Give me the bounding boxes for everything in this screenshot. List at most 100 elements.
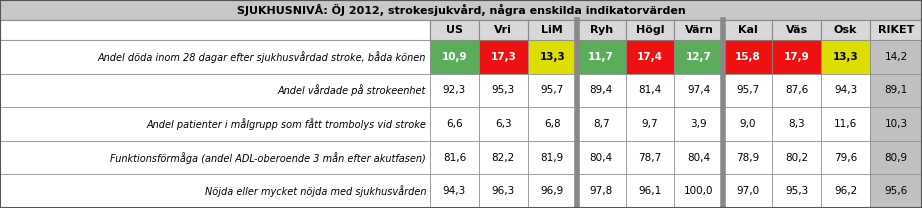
Bar (430, 40, 479, 74)
Bar (773, 141, 822, 174)
Bar (675, 74, 724, 107)
Bar (773, 74, 822, 107)
Bar (0, 20, 430, 40)
Bar (0, 40, 430, 74)
Bar (576, 40, 625, 74)
Text: Andel döda inom 28 dagar efter sjukhusvårdad stroke, båda könen: Andel döda inom 28 dagar efter sjukhusvå… (98, 51, 426, 63)
Bar (479, 107, 527, 141)
Text: 80,9: 80,9 (884, 153, 907, 163)
Bar (0, 74, 430, 107)
Text: 96,9: 96,9 (540, 186, 564, 196)
Text: 11,7: 11,7 (588, 52, 614, 62)
Text: 14,2: 14,2 (884, 52, 907, 62)
Text: 10,9: 10,9 (442, 52, 467, 62)
Bar (675, 20, 724, 40)
Text: 78,7: 78,7 (638, 153, 662, 163)
Text: 9,7: 9,7 (642, 119, 658, 129)
Bar (675, 40, 724, 74)
Bar (822, 174, 870, 208)
Text: 95,6: 95,6 (884, 186, 907, 196)
Text: 96,1: 96,1 (638, 186, 662, 196)
Bar (773, 40, 822, 74)
Bar (479, 141, 527, 174)
Bar (430, 174, 479, 208)
Text: Andel vårdade på strokeenhet: Andel vårdade på strokeenhet (278, 84, 426, 96)
Text: 17,3: 17,3 (491, 52, 516, 62)
Bar (479, 174, 527, 208)
Bar (773, 107, 822, 141)
Bar (822, 107, 870, 141)
Text: Väs: Väs (786, 25, 808, 35)
Bar (773, 174, 822, 208)
Bar (0, 174, 430, 208)
Text: 95,7: 95,7 (540, 85, 564, 95)
Bar (675, 141, 724, 174)
Bar (527, 20, 576, 40)
Text: 9,0: 9,0 (739, 119, 756, 129)
Text: US: US (446, 25, 463, 35)
Text: 89,4: 89,4 (589, 85, 613, 95)
Bar (724, 74, 773, 107)
Text: 94,3: 94,3 (833, 85, 857, 95)
Bar (870, 20, 922, 40)
Bar (822, 74, 870, 107)
Bar (822, 40, 870, 74)
Text: 8,7: 8,7 (593, 119, 609, 129)
Bar (527, 141, 576, 174)
Text: 94,3: 94,3 (443, 186, 466, 196)
Text: Högl: Högl (636, 25, 664, 35)
Text: 81,9: 81,9 (540, 153, 564, 163)
Text: 96,2: 96,2 (833, 186, 857, 196)
Text: 95,7: 95,7 (736, 85, 760, 95)
Text: 11,6: 11,6 (833, 119, 857, 129)
Text: 8,3: 8,3 (788, 119, 805, 129)
Bar (430, 20, 479, 40)
Bar (822, 20, 870, 40)
Bar (870, 141, 922, 174)
Text: Kal: Kal (738, 25, 758, 35)
Bar (479, 40, 527, 74)
Text: 13,3: 13,3 (833, 52, 858, 62)
Bar (576, 141, 625, 174)
Text: LiM: LiM (541, 25, 563, 35)
Bar (724, 107, 773, 141)
Bar (0, 107, 430, 141)
Text: 13,3: 13,3 (539, 52, 565, 62)
Bar (527, 40, 576, 74)
Bar (870, 107, 922, 141)
Bar (625, 141, 675, 174)
Text: 3,9: 3,9 (691, 119, 707, 129)
Bar (724, 141, 773, 174)
Text: Värn: Värn (684, 25, 714, 35)
Bar (430, 107, 479, 141)
Bar (625, 174, 675, 208)
Text: Andel patienter i målgrupp som fått trombolys vid stroke: Andel patienter i målgrupp som fått trom… (146, 118, 426, 130)
Bar (870, 74, 922, 107)
Text: 81,6: 81,6 (443, 153, 466, 163)
Bar (479, 74, 527, 107)
Text: 96,3: 96,3 (491, 186, 515, 196)
Text: 17,9: 17,9 (784, 52, 810, 62)
Bar (675, 174, 724, 208)
Text: 17,4: 17,4 (637, 52, 663, 62)
Text: 81,4: 81,4 (638, 85, 662, 95)
Text: 92,3: 92,3 (443, 85, 466, 95)
Text: Ryh: Ryh (589, 25, 613, 35)
Bar (430, 74, 479, 107)
Bar (724, 174, 773, 208)
Text: 6,8: 6,8 (544, 119, 561, 129)
Text: 80,4: 80,4 (687, 153, 711, 163)
Bar (527, 74, 576, 107)
Text: RIKET: RIKET (878, 25, 915, 35)
Text: 82,2: 82,2 (491, 153, 515, 163)
Bar (625, 40, 675, 74)
Text: 80,4: 80,4 (589, 153, 613, 163)
Text: 87,6: 87,6 (785, 85, 809, 95)
Bar (576, 107, 625, 141)
Bar (870, 174, 922, 208)
Bar (625, 74, 675, 107)
Text: 10,3: 10,3 (884, 119, 907, 129)
Text: Funktionsförmåga (andel ADL-oberoende 3 mån efter akutfasen): Funktionsförmåga (andel ADL-oberoende 3 … (111, 152, 426, 163)
Text: 97,0: 97,0 (736, 186, 760, 196)
Bar (576, 20, 625, 40)
